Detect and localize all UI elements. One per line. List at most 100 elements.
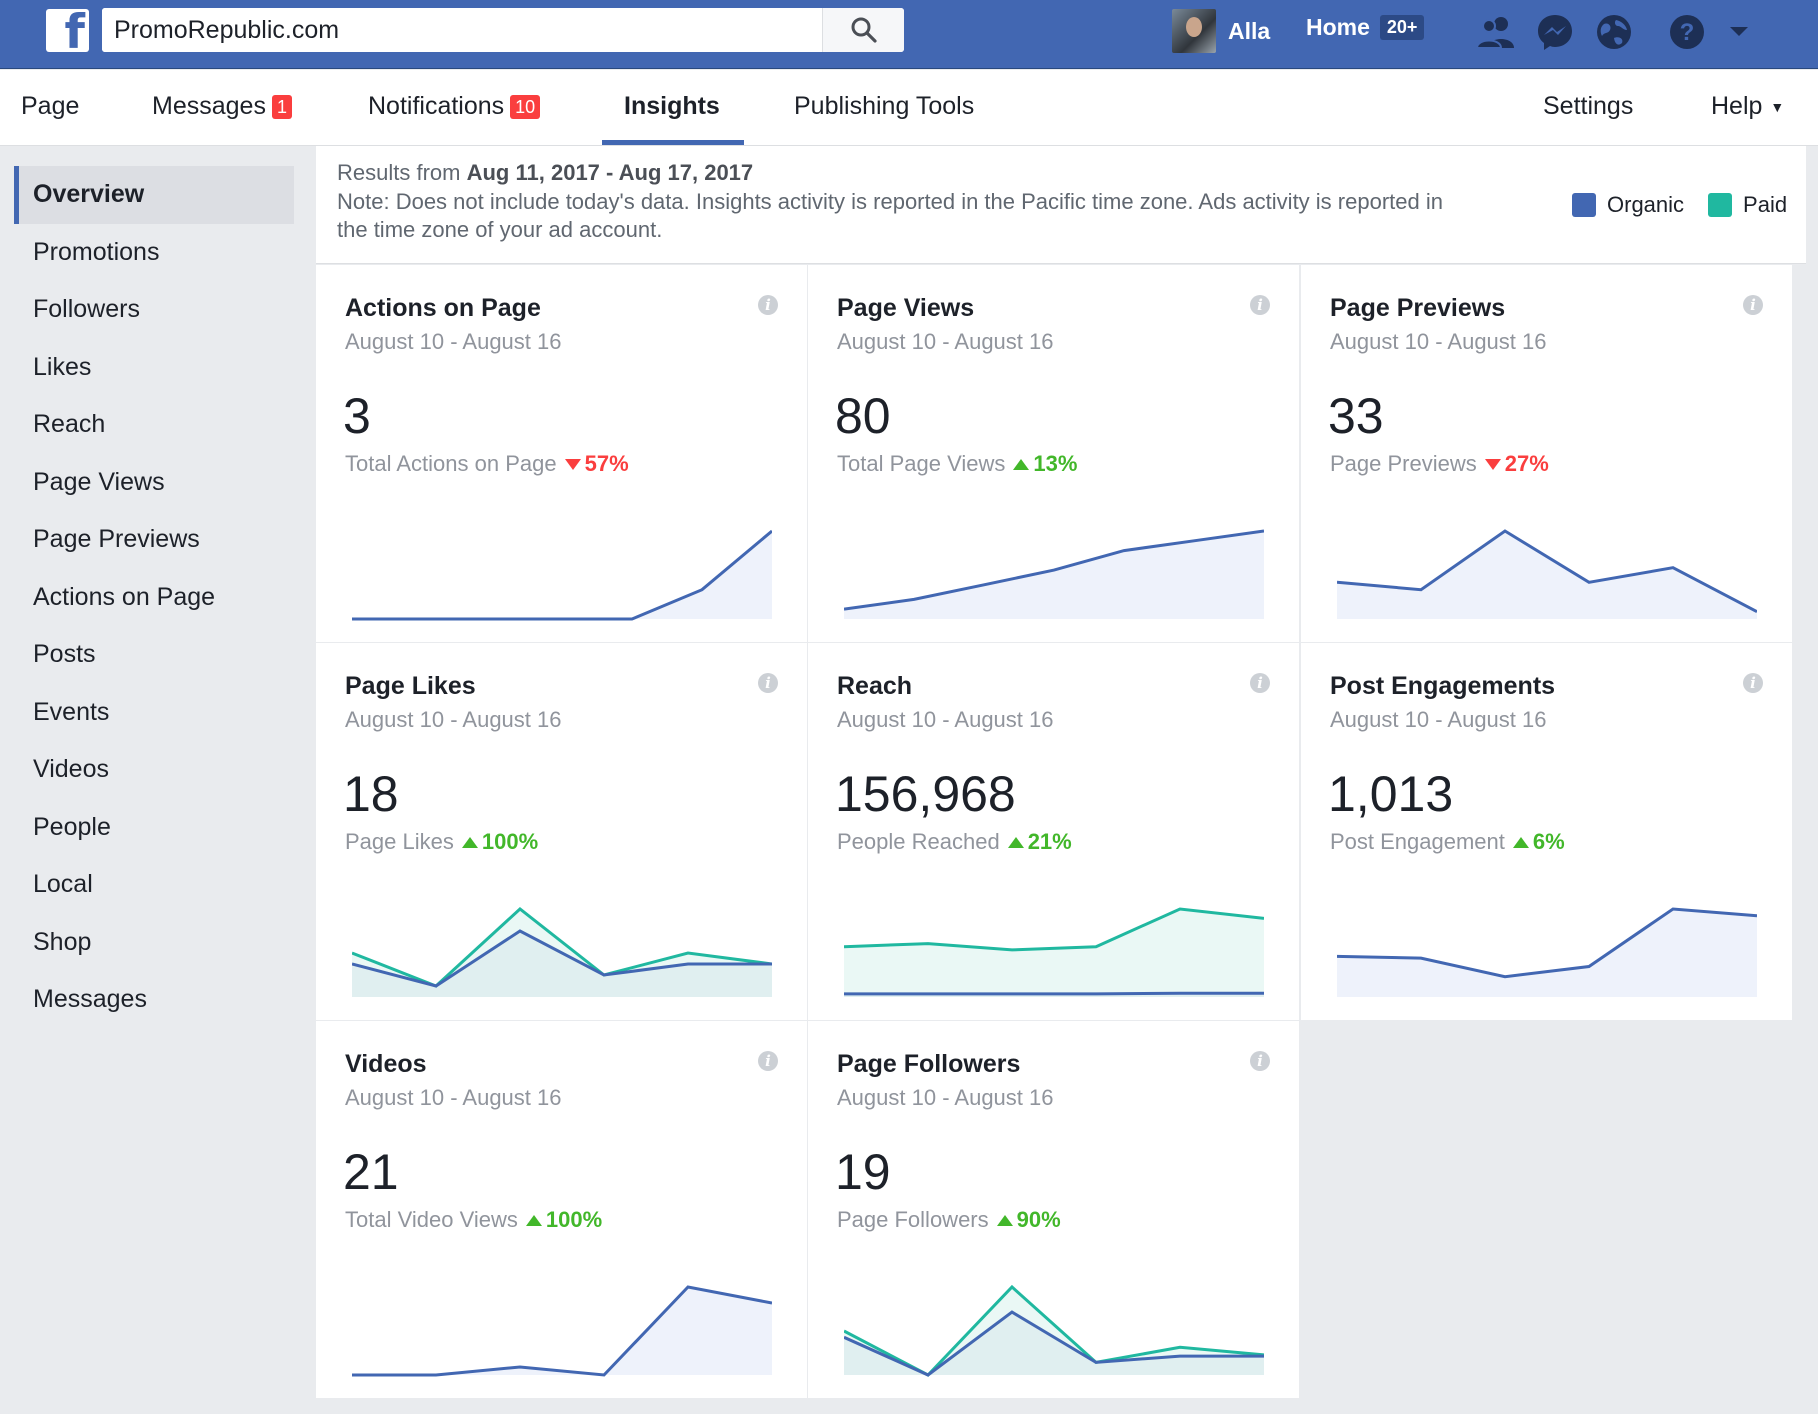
card-change-value: 100% xyxy=(545,1207,603,1232)
tab-messages[interactable]: Messages 1 xyxy=(152,92,292,121)
home-label: Home xyxy=(1306,14,1370,40)
tab-publishing-tools-label: Publishing Tools xyxy=(794,92,975,120)
card-change: 57% xyxy=(564,451,629,477)
search-input[interactable] xyxy=(102,8,822,52)
results-range: Results from Aug 11, 2017 - Aug 17, 2017 xyxy=(337,160,753,186)
home-link[interactable]: Home 20+ xyxy=(1306,14,1425,41)
sidebar-item-actions-on-page[interactable]: Actions on Page xyxy=(33,582,216,611)
organic-series-area xyxy=(352,1287,772,1375)
card-title[interactable]: Post Engagements xyxy=(1330,672,1556,700)
card-title[interactable]: Actions on Page xyxy=(345,294,541,322)
sidebar-item-people[interactable]: People xyxy=(33,812,111,841)
sidebar-item-promotions[interactable]: Promotions xyxy=(33,237,160,266)
help-icon[interactable]: ? xyxy=(1665,12,1709,52)
sidebar-item-overview[interactable]: Overview xyxy=(14,166,294,224)
info-icon[interactable]: i xyxy=(758,295,778,315)
sidebar-item-local[interactable]: Local xyxy=(33,870,93,899)
results-prefix: Results from xyxy=(337,160,461,185)
sparkline-chart xyxy=(844,1284,1264,1377)
info-icon[interactable]: i xyxy=(758,673,778,693)
sidebar-item-page-views[interactable]: Page Views xyxy=(33,467,165,496)
card-metric-label: Page Likes xyxy=(345,829,454,854)
info-icon[interactable]: i xyxy=(1250,295,1270,315)
card-subtitle: Page Followers 90% xyxy=(837,1207,1061,1233)
svg-text:?: ? xyxy=(1680,19,1695,46)
profile-link[interactable]: Alla xyxy=(1172,9,1270,53)
top-bar-icons: ? xyxy=(1474,12,1769,52)
caret-down-icon: ▼ xyxy=(1770,98,1785,115)
sidebar-item-reach[interactable]: Reach xyxy=(33,410,106,439)
card-value: 19 xyxy=(835,1144,891,1200)
sparkline-chart xyxy=(844,907,1264,997)
organic-series-line xyxy=(1337,529,1757,614)
tab-messages-label: Messages xyxy=(152,92,266,120)
card-reach[interactable]: Reach i August 10 - August 16 156,968 People… xyxy=(808,643,1299,1020)
card-metric-label: People Reached xyxy=(837,829,1000,854)
info-icon[interactable]: i xyxy=(1743,295,1763,315)
card-metric-label: Page Previews xyxy=(1330,451,1477,476)
tab-settings-label: Settings xyxy=(1543,92,1634,120)
sidebar-item-page-previews[interactable]: Page Previews xyxy=(33,525,200,554)
sidebar-item-followers[interactable]: Followers xyxy=(33,295,140,324)
card-page-views[interactable]: Page Views i August 10 - August 16 80 Total … xyxy=(808,265,1299,642)
info-icon[interactable]: i xyxy=(1250,1051,1270,1071)
card-change: 27% xyxy=(1484,451,1549,477)
chevron-down-icon[interactable] xyxy=(1724,12,1754,52)
card-title[interactable]: Page Followers xyxy=(837,1050,1021,1078)
card-date-range: August 10 - August 16 xyxy=(1330,329,1547,354)
card-subtitle: Page Likes 100% xyxy=(345,829,538,855)
tab-page[interactable]: Page xyxy=(21,92,79,121)
triangle-up-icon xyxy=(1013,458,1030,470)
card-metric-label: Total Video Views xyxy=(345,1207,518,1232)
legend-paid-swatch xyxy=(1708,193,1733,217)
tab-help[interactable]: Help ▼ xyxy=(1711,92,1784,121)
card-videos[interactable]: Videos i August 10 - August 16 21 Total Vide… xyxy=(316,1021,807,1398)
card-actions-on-page[interactable]: Actions on Page i August 10 - August 16 3 To… xyxy=(316,265,807,642)
friends-icon[interactable] xyxy=(1474,12,1518,52)
card-page-followers[interactable]: Page Followers i August 10 - August 16 19 Pa… xyxy=(808,1021,1299,1398)
info-icon[interactable]: i xyxy=(1743,673,1763,693)
facebook-logo-icon[interactable]: f xyxy=(46,9,89,52)
top-bar: f Alla Home 20+ ? xyxy=(0,0,1818,69)
card-page-likes[interactable]: Page Likes i August 10 - August 16 18 Page L… xyxy=(316,643,807,1020)
info-icon[interactable]: i xyxy=(1250,673,1270,693)
tab-settings[interactable]: Settings xyxy=(1543,92,1633,121)
sidebar-item-posts[interactable]: Posts xyxy=(33,640,96,669)
sparkline-chart xyxy=(352,1285,772,1377)
notifications-badge: 10 xyxy=(510,94,541,119)
tab-insights[interactable]: Insights xyxy=(624,92,720,121)
sidebar-item-events[interactable]: Events xyxy=(33,697,110,726)
card-page-previews[interactable]: Page Previews i August 10 - August 16 33 Pag… xyxy=(1301,265,1792,642)
card-value: 1,013 xyxy=(1328,766,1454,822)
card-title[interactable]: Reach xyxy=(837,672,913,700)
organic-series-line xyxy=(352,529,772,621)
card-title[interactable]: Page Views xyxy=(837,294,975,322)
messenger-icon[interactable] xyxy=(1533,12,1577,52)
card-date-range: August 10 - August 16 xyxy=(345,329,562,354)
organic-series-line xyxy=(844,1310,1264,1377)
search-button[interactable] xyxy=(822,8,904,52)
sidebar-item-shop[interactable]: Shop xyxy=(33,927,92,956)
globe-icon[interactable] xyxy=(1592,12,1636,52)
tab-insights-label: Insights xyxy=(624,92,720,120)
tab-publishing-tools[interactable]: Publishing Tools xyxy=(794,92,974,121)
tab-notifications[interactable]: Notifications 10 xyxy=(368,92,541,121)
card-metric-label: Total Page Views xyxy=(837,451,1006,476)
card-post-engagements[interactable]: Post Engagements i August 10 - August 16 1,… xyxy=(1301,643,1792,1020)
search-icon xyxy=(851,17,877,43)
results-note: Note: Does not include today's data. Ins… xyxy=(337,189,1443,242)
card-title[interactable]: Videos xyxy=(345,1050,427,1078)
sidebar-item-likes[interactable]: Likes xyxy=(33,352,92,381)
card-title[interactable]: Page Previews xyxy=(1330,294,1506,322)
legend-organic: Organic xyxy=(1572,192,1684,218)
card-change-value: 100% xyxy=(481,829,539,854)
sidebar-item-messages[interactable]: Messages xyxy=(33,985,147,1014)
active-tab-indicator xyxy=(602,140,744,145)
sidebar-item-videos[interactable]: Videos xyxy=(33,755,109,784)
info-icon[interactable]: i xyxy=(758,1051,778,1071)
card-date-range: August 10 - August 16 xyxy=(837,707,1054,732)
card-value: 3 xyxy=(343,388,371,444)
card-title[interactable]: Page Likes xyxy=(345,672,476,700)
results-header: Results from Aug 11, 2017 - Aug 17, 2017… xyxy=(316,146,1806,264)
triangle-up-icon xyxy=(525,1214,542,1226)
